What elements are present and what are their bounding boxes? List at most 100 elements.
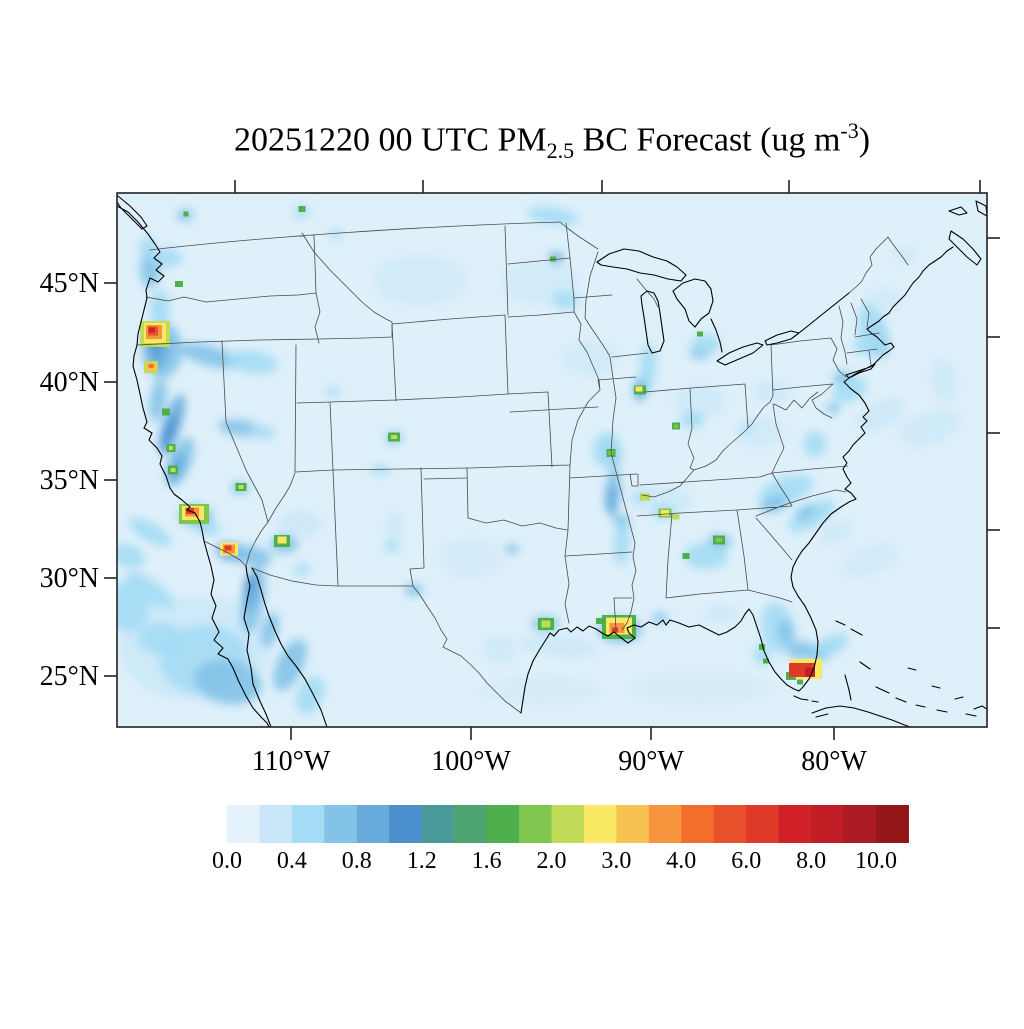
field-blob [804, 431, 826, 457]
colorbar-cell [681, 805, 715, 843]
field-blob [692, 334, 720, 354]
field-blob [841, 543, 899, 577]
field-blob [866, 287, 902, 313]
field-blob [639, 344, 657, 392]
hotspot-cell [716, 538, 722, 542]
field-blob [815, 633, 849, 657]
colorbar-cell [519, 805, 552, 843]
y-axis-label: 45°N [40, 268, 99, 299]
hotspot-cell [697, 331, 703, 337]
colorbar-label: 1.6 [472, 848, 502, 874]
field-blob [248, 425, 276, 439]
field-blob [736, 416, 784, 448]
colorbar-cell [648, 805, 682, 843]
hotspot-cell [550, 256, 556, 262]
colorbar-cell [421, 805, 455, 843]
state-borders [136, 221, 909, 714]
field-blob [232, 545, 272, 567]
field-blob [330, 229, 342, 239]
hotspot-cell [298, 206, 306, 212]
colorbar-cell [876, 805, 909, 843]
y-axis-label: 40°N [40, 367, 99, 398]
hotspot-cells [140, 206, 822, 685]
hotspot-cell [661, 510, 669, 516]
hotspot-cell [175, 281, 183, 287]
field-blob [930, 358, 958, 402]
colorbar-label: 3.0 [601, 848, 631, 874]
field-blob [117, 543, 146, 569]
title-text: 20251220 00 UTC PM [233, 121, 547, 159]
colorbar-cell [551, 805, 585, 843]
hotspot-cell [672, 514, 680, 520]
field-blob [371, 465, 389, 475]
colorbar-label: 6.0 [731, 848, 761, 874]
field-blob [652, 613, 668, 623]
field-blob [674, 386, 726, 418]
field-blob [760, 495, 788, 513]
colorbar-cell [616, 805, 650, 843]
hotspot-cell [148, 364, 154, 368]
title-middle: BC Forecast (ug m [574, 121, 841, 159]
field-blob [480, 676, 600, 704]
colorbar-label: 2.0 [537, 848, 567, 874]
hotspot-cell [277, 536, 287, 544]
plot-title: 20251220 00 UTC PM2.5 BC Forecast (ug m-… [0, 118, 1024, 164]
title-subscript: 2.5 [546, 138, 575, 164]
colorbar-cell [778, 805, 812, 843]
colorbar-cell [356, 805, 390, 843]
hotspot-cell [391, 435, 397, 439]
field-blob [385, 540, 399, 552]
field-blob [482, 637, 518, 663]
field-blob [278, 511, 322, 537]
field-blob [684, 543, 728, 569]
field-blob [161, 414, 177, 450]
field-blob [128, 517, 172, 547]
colorbar-label: 1.2 [407, 848, 437, 874]
x-axis-label: 90°W [618, 746, 684, 777]
colorbar-label: 0.0 [212, 848, 242, 874]
field-blob [440, 538, 500, 578]
hotspot-cell [682, 553, 690, 559]
field-blob [895, 248, 915, 262]
colorbar-cell [259, 805, 293, 843]
hotspot-cell [541, 620, 551, 628]
plot-frame [116, 192, 988, 728]
hotspot-cell [674, 424, 678, 428]
title-superscript: -3 [840, 118, 859, 143]
field-blob [178, 343, 242, 369]
field-blob [326, 387, 340, 397]
field-blob [226, 350, 278, 374]
map-area [117, 193, 987, 727]
field-blob [138, 622, 182, 654]
colorbar-cell [324, 805, 358, 843]
colorbar-label: 0.8 [342, 848, 372, 874]
field-blob [140, 236, 156, 260]
field-blob [777, 620, 795, 644]
hotspot-cell [169, 446, 173, 450]
field-blob [704, 607, 740, 621]
field-blob [858, 302, 886, 358]
field-blob [613, 514, 629, 526]
hotspot-cell [797, 679, 803, 685]
hotspot-cell [162, 408, 170, 416]
colorbar-cell [811, 805, 845, 843]
field-blob [527, 207, 579, 225]
colorbar-label: 8.0 [796, 848, 826, 874]
hotspot-cell [596, 618, 604, 624]
colorbar-legend: 0.0 0.4 0.8 1.2 1.6 2.0 3.0 4.0 6.0 8.0 10.0 [212, 805, 909, 874]
y-axis-label: 30°N [40, 563, 99, 594]
hotspot-cell [224, 545, 232, 551]
y-axis-label: 25°N [40, 661, 99, 692]
field-blob [126, 571, 174, 609]
colorbar-label: 4.0 [666, 848, 696, 874]
field-blob [295, 676, 325, 714]
field-blob [505, 544, 519, 554]
hotspot-cell [635, 386, 643, 392]
colorbar-cell [291, 805, 325, 843]
hotspot-cell [612, 627, 618, 633]
field-blob [788, 500, 836, 532]
field-blob [520, 635, 600, 657]
hotspot-cell [805, 667, 815, 677]
field-blob [150, 290, 170, 326]
